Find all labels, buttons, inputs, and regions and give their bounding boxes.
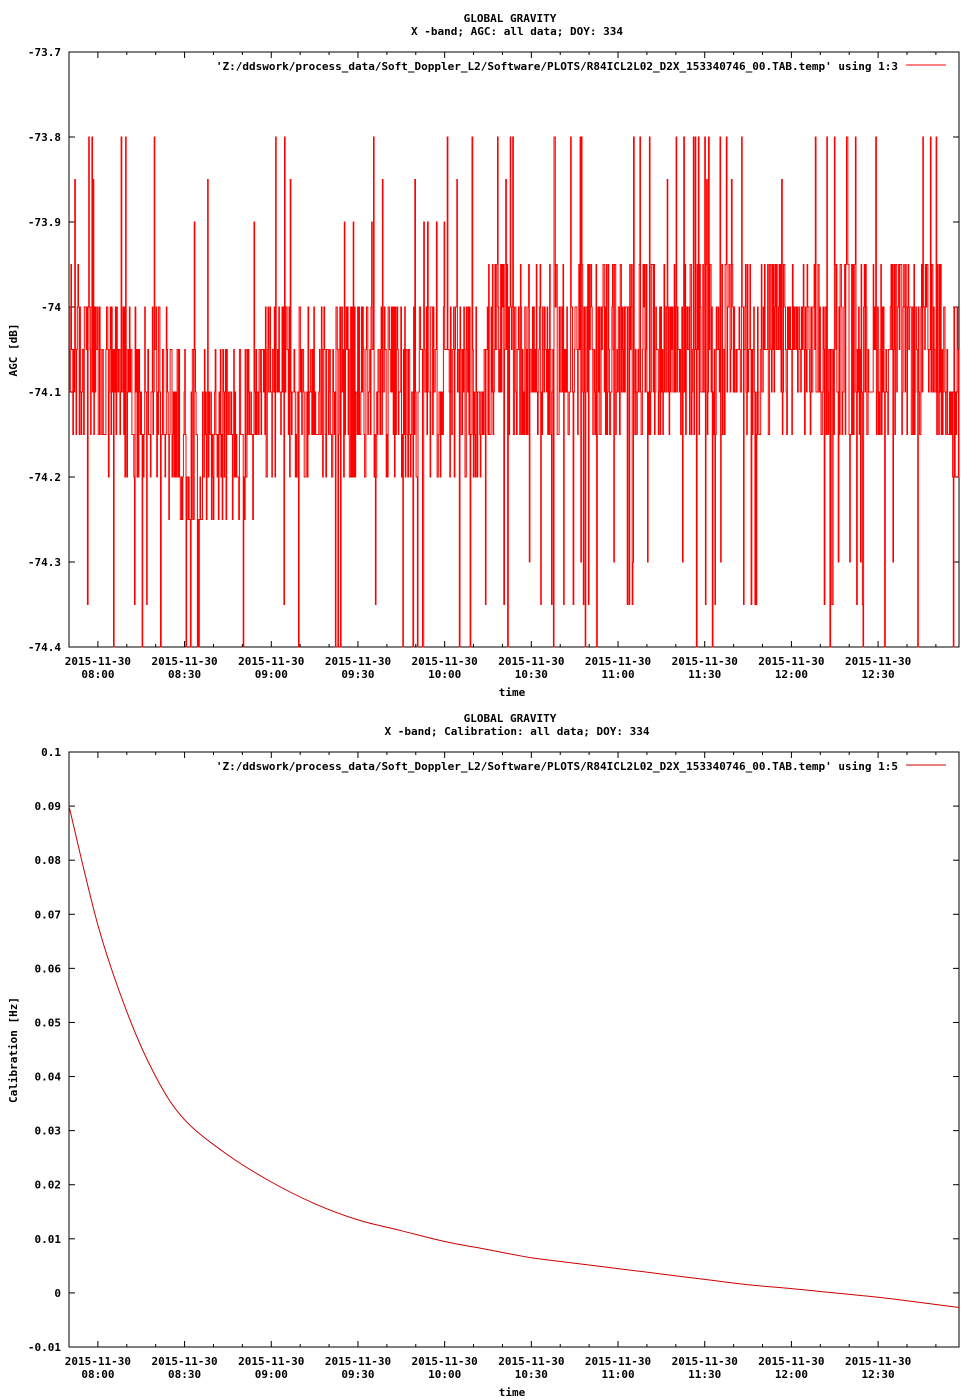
calibration-series-line (68, 805, 960, 1308)
calibration-series-group (68, 805, 960, 1308)
calibration-x-tick-label-date: 2015-11-30 (238, 1355, 304, 1368)
agc-y-axis-label: AGC [dB] (7, 324, 20, 377)
agc-x-tick-label-date: 2015-11-30 (325, 655, 391, 668)
calibration-x-axis-label: time (499, 1386, 526, 1399)
calibration-x-tick-label-time: 10:00 (428, 1368, 461, 1381)
calibration-y-tick-label: 0.05 (35, 1016, 62, 1029)
agc-x-tick-label-time: 08:00 (81, 668, 114, 681)
agc-chart-subtitle: X -band; AGC: all data; DOY: 334 (411, 25, 623, 38)
agc-y-axis: -73.7 -73.8 -73.9 -74 -74.1 -74.2 -74.3 -74.4 (28, 46, 959, 654)
agc-x-tick-label-date: 2015-11-30 (65, 655, 131, 668)
calibration-y-tick-label: 0.1 (41, 746, 61, 759)
agc-legend-label: 'Z:/ddswork/process_data/Soft_Doppler_L2… (216, 60, 898, 73)
calibration-chart-title: GLOBAL GRAVITY (464, 712, 557, 725)
agc-x-tick-label-date: 2015-11-30 (151, 655, 217, 668)
calibration-y-tick-label: 0.07 (35, 908, 62, 921)
agc-x-tick-label-time: 09:30 (341, 668, 374, 681)
agc-x-tick-label-date: 2015-11-30 (672, 655, 738, 668)
agc-y-tick-label: -73.8 (28, 131, 61, 144)
agc-chart-title: GLOBAL GRAVITY (464, 12, 557, 25)
calibration-plot-frame (68, 751, 960, 1348)
calibration-x-tick-label-time: 10:30 (515, 1368, 548, 1381)
agc-x-tick-label-time: 10:30 (515, 668, 548, 681)
agc-x-tick-label-date: 2015-11-30 (412, 655, 478, 668)
calibration-y-tick-label: 0.03 (35, 1125, 62, 1138)
agc-x-tick-label-time: 08:30 (168, 668, 201, 681)
agc-x-tick-label-time: 11:00 (601, 668, 634, 681)
agc-x-tick-label-time: 09:00 (255, 668, 288, 681)
calibration-x-tick-label-date: 2015-11-30 (325, 1355, 391, 1368)
calibration-x-tick-label-time: 11:00 (601, 1368, 634, 1381)
agc-y-tick-label: -74.4 (28, 641, 61, 654)
calibration-x-tick-label-time: 09:00 (255, 1368, 288, 1381)
calibration-y-tick-label: 0 (54, 1287, 61, 1300)
calibration-y-tick-label: 0.08 (35, 854, 62, 867)
calibration-x-tick-label-date: 2015-11-30 (585, 1355, 651, 1368)
agc-x-axis: 2015-11-3008:002015-11-3008:302015-11-30… (65, 52, 937, 681)
calibration-x-tick-label-date: 2015-11-30 (65, 1355, 131, 1368)
calibration-chart: GLOBAL GRAVITY X -band; Calibration: all… (7, 712, 960, 1399)
calibration-y-tick-label: 0.04 (35, 1071, 62, 1084)
calibration-y-axis: 0.1 0.09 0.08 0.07 0.06 0.05 0.04 0.03 0.02 0.01 0… (28, 746, 959, 1354)
calibration-legend: 'Z:/ddswork/process_data/Soft_Doppler_L2… (216, 760, 946, 773)
calibration-x-tick-label-time: 12:30 (862, 1368, 895, 1381)
calibration-x-tick-label-date: 2015-11-30 (845, 1355, 911, 1368)
calibration-x-tick-label-date: 2015-11-30 (672, 1355, 738, 1368)
calibration-x-tick-label-time: 11:30 (688, 1368, 721, 1381)
calibration-chart-subtitle: X -band; Calibration: all data; DOY: 334 (385, 725, 650, 738)
agc-x-tick-label-time: 10:00 (428, 668, 461, 681)
agc-x-tick-label-date: 2015-11-30 (238, 655, 304, 668)
agc-x-tick-label-time: 12:30 (862, 668, 895, 681)
calibration-x-tick-label-date: 2015-11-30 (412, 1355, 478, 1368)
calibration-x-axis: 2015-11-3008:002015-11-3008:302015-11-30… (65, 752, 937, 1381)
agc-x-tick-label-date: 2015-11-30 (585, 655, 651, 668)
calibration-y-tick-label: 0.02 (35, 1179, 62, 1192)
agc-x-tick-label-time: 12:00 (775, 668, 808, 681)
agc-series-line (69, 136, 960, 648)
agc-plot-frame (68, 51, 960, 648)
agc-y-tick-label: -73.7 (28, 46, 61, 59)
agc-y-tick-label: -74.2 (28, 471, 61, 484)
calibration-x-tick-label-time: 09:30 (341, 1368, 374, 1381)
agc-x-tick-label-date: 2015-11-30 (845, 655, 911, 668)
calibration-y-tick-label: 0.09 (35, 800, 62, 813)
agc-y-tick-label: -73.9 (28, 216, 61, 229)
agc-x-axis-label: time (499, 686, 526, 699)
calibration-x-tick-label-date: 2015-11-30 (758, 1355, 824, 1368)
agc-legend: 'Z:/ddswork/process_data/Soft_Doppler_L2… (216, 60, 946, 73)
calibration-x-tick-label-date: 2015-11-30 (151, 1355, 217, 1368)
calibration-y-tick-label: 0.06 (35, 962, 62, 975)
calibration-y-tick-label: -0.01 (28, 1341, 61, 1354)
agc-series-group (69, 136, 960, 648)
agc-y-tick-label: -74.1 (28, 386, 61, 399)
calibration-x-tick-label-date: 2015-11-30 (498, 1355, 564, 1368)
agc-x-tick-label-date: 2015-11-30 (758, 655, 824, 668)
calibration-legend-label: 'Z:/ddswork/process_data/Soft_Doppler_L2… (216, 760, 898, 773)
agc-y-tick-label: -74 (41, 301, 61, 314)
agc-chart: GLOBAL GRAVITY X -band; AGC: all data; D… (7, 12, 960, 699)
agc-x-tick-label-time: 11:30 (688, 668, 721, 681)
calibration-y-axis-label: Calibration [Hz] (7, 997, 20, 1103)
calibration-x-tick-label-time: 08:00 (81, 1368, 114, 1381)
calibration-y-tick-label: 0.01 (35, 1233, 62, 1246)
agc-x-tick-label-date: 2015-11-30 (498, 655, 564, 668)
calibration-x-tick-label-time: 12:00 (775, 1368, 808, 1381)
calibration-x-tick-label-time: 08:30 (168, 1368, 201, 1381)
agc-y-tick-label: -74.3 (28, 556, 61, 569)
